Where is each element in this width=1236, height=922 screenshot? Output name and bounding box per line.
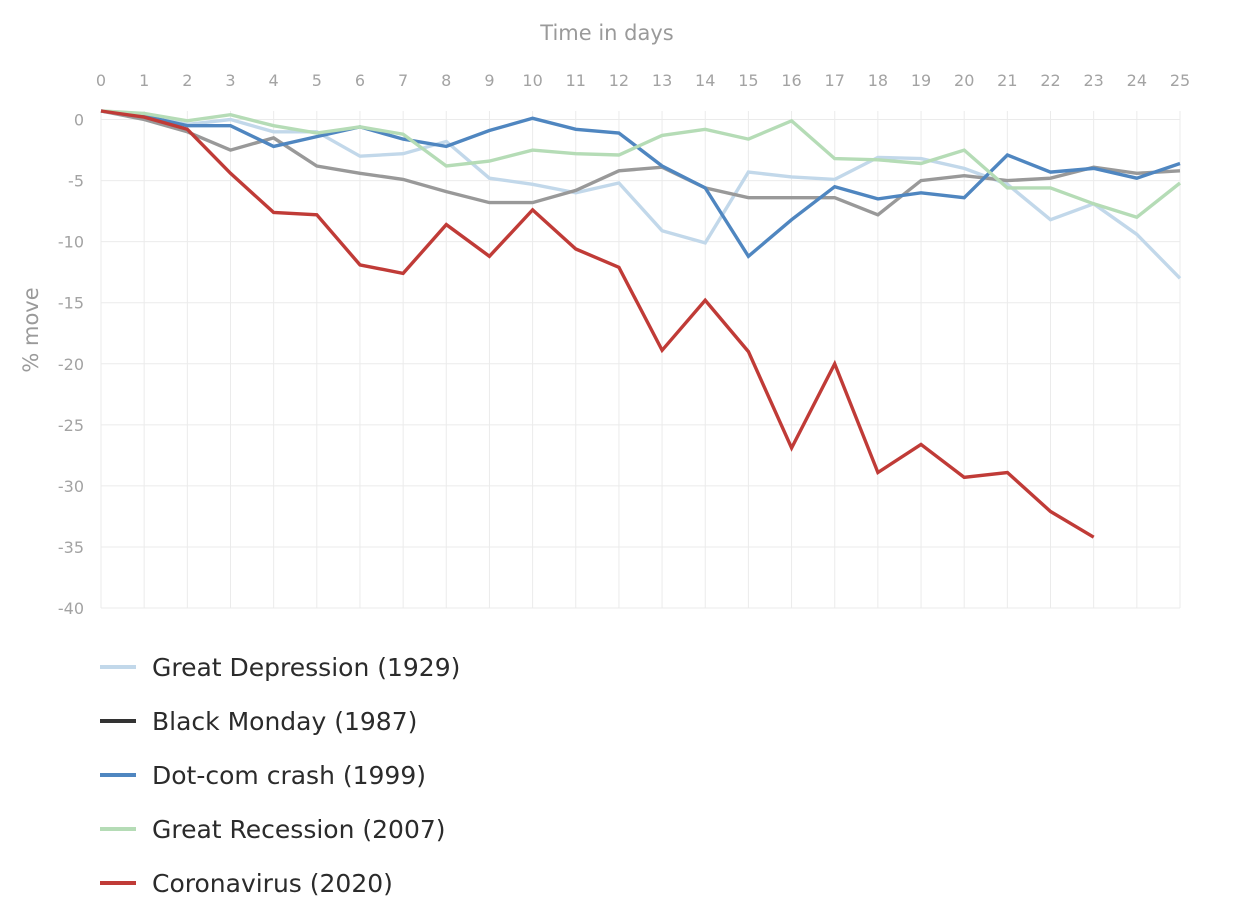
series-lines <box>100 109 1182 539</box>
x-tick-label: 15 <box>738 71 758 90</box>
x-tick-label: 25 <box>1170 71 1190 90</box>
x-tick-label: 20 <box>954 71 974 90</box>
y-tick-label: -20 <box>58 355 84 374</box>
series-line-4 <box>100 109 1095 539</box>
x-tick-label: 16 <box>781 71 801 90</box>
legend-label: Great Depression (1929) <box>152 652 461 682</box>
legend-label: Coronavirus (2020) <box>152 868 393 898</box>
legend-item: Coronavirus (2020) <box>100 856 800 910</box>
legend-swatch <box>100 881 136 885</box>
legend-label: Dot-com crash (1999) <box>152 760 426 790</box>
legend: Great Depression (1929) Black Monday (198… <box>100 640 800 910</box>
x-tick-label: 18 <box>868 71 888 90</box>
x-tick-label: 2 <box>182 71 192 90</box>
x-tick-labels: 0 1 2 3 4 5 6 7 8 9 10 11 12 13 14 15 16 17 18 19 20 21 22 23 24… <box>96 71 1190 90</box>
x-tick-label: 17 <box>825 71 845 90</box>
y-tick-label: -40 <box>58 599 84 618</box>
x-tick-label: 21 <box>997 71 1017 90</box>
series-line-2 <box>100 109 1181 259</box>
x-tick-label: 14 <box>695 71 715 90</box>
x-tick-label: 6 <box>355 71 365 90</box>
legend-item: Great Depression (1929) <box>100 640 800 694</box>
y-tick-label: -35 <box>58 538 84 557</box>
y-axis-title: % move <box>19 287 43 372</box>
x-tick-label: 19 <box>911 71 931 90</box>
series-line-3 <box>100 109 1182 220</box>
x-tick-label: 5 <box>312 71 322 90</box>
series-line-0 <box>100 109 1182 280</box>
x-tick-label: 7 <box>398 71 408 90</box>
x-tick-label: 22 <box>1040 71 1060 90</box>
x-tick-label: 24 <box>1127 71 1147 90</box>
grid-layer <box>100 111 1181 609</box>
legend-item: Great Recession (2007) <box>100 802 800 856</box>
y-tick-label: -25 <box>58 416 84 435</box>
x-tick-label: 3 <box>225 71 235 90</box>
y-tick-label: -10 <box>58 233 84 252</box>
legend-label: Great Recession (2007) <box>152 814 446 844</box>
x-tick-label: 13 <box>652 71 672 90</box>
legend-swatch <box>100 773 136 777</box>
legend-label: Black Monday (1987) <box>152 706 418 736</box>
x-tick-label: 10 <box>522 71 542 90</box>
x-axis-title: Time in days <box>539 21 673 45</box>
x-tick-label: 11 <box>566 71 586 90</box>
legend-swatch <box>100 827 136 831</box>
legend-item: Black Monday (1987) <box>100 694 800 748</box>
legend-swatch <box>100 665 136 669</box>
x-tick-label: 1 <box>139 71 149 90</box>
y-tick-labels: 0 -5 -10 -15 -20 -25 -30 -35 -40 <box>58 111 84 618</box>
y-tick-label: -5 <box>68 172 84 191</box>
y-tick-label: -15 <box>58 294 84 313</box>
y-tick-label: -30 <box>58 477 84 496</box>
x-tick-label: 23 <box>1084 71 1104 90</box>
x-tick-label: 4 <box>269 71 279 90</box>
y-tick-label: 0 <box>74 111 84 130</box>
legend-item: Dot-com crash (1999) <box>100 748 800 802</box>
series-line-1 <box>100 109 1181 217</box>
x-tick-label: 8 <box>441 71 451 90</box>
x-tick-label: 12 <box>609 71 629 90</box>
x-tick-label: 0 <box>96 71 106 90</box>
x-tick-label: 9 <box>484 71 494 90</box>
legend-swatch <box>100 719 136 723</box>
